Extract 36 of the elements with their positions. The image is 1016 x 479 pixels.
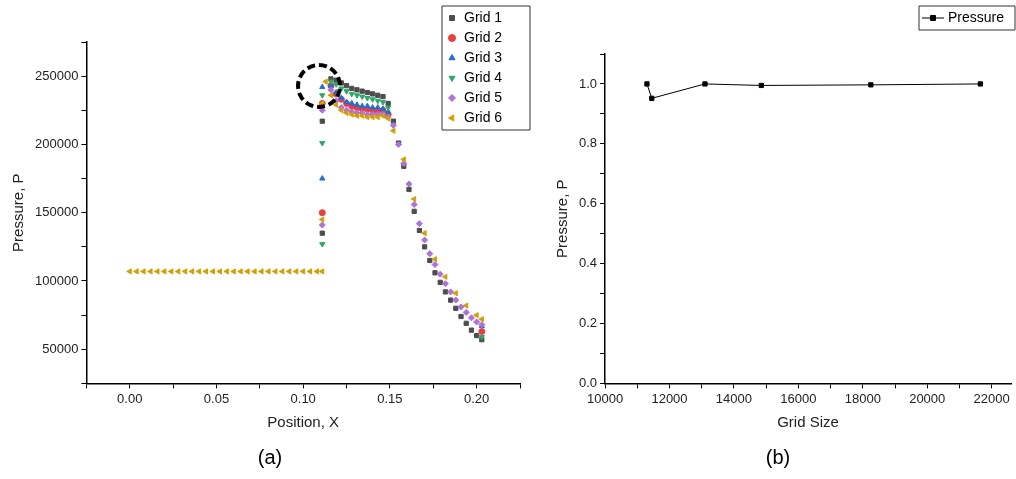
y-axis-title: Pressure, P [9,173,27,252]
y-tick-label: 0.4 [578,255,598,271]
text: (a) [256,446,284,469]
x-tick-label: 14000 [715,390,753,406]
text: (b) [764,446,792,469]
x-tick-label: 12000 [651,390,688,406]
legend-label: Grid 1 [464,8,503,25]
legend-label: Pressure [948,8,1005,25]
x-tick-label: 18000 [844,390,881,406]
y-tick-label: 50000 [42,340,79,356]
legend-label: Grid 5 [464,88,503,105]
legend-label: Grid 3 [464,48,503,65]
legend-label: Grid 4 [464,68,503,85]
y-tick-label: 1.0 [578,75,598,91]
x-tick-label: 10000 [586,390,624,406]
y-tick-label: 250000 [34,67,79,83]
legend-label: Grid 6 [464,108,503,125]
x-tick-label: 16000 [780,390,817,406]
x-tick-label: 0.10 [290,390,316,406]
y-tick-label: 150000 [34,204,79,220]
y-tick-label: 0.2 [578,315,598,331]
x-tick-label: 0.15 [377,390,403,406]
y-tick-label: 100000 [34,272,79,288]
x-tick-label: 0.05 [203,390,230,406]
x-tick-label: 20000 [909,390,946,406]
x-axis-title: Grid Size [777,413,839,431]
y-tick-label: 0.8 [578,135,598,151]
x-tick-label: 0.20 [463,390,490,406]
y-tick-label: 200000 [34,136,79,151]
x-tick-label: 22000 [973,390,1010,406]
x-axis-title: Position, X [267,413,340,431]
y-tick-label: 0.6 [578,195,598,211]
y-tick-label: 0.0 [578,374,598,390]
x-tick-label: 0.00 [117,390,143,406]
legend-label: Grid 2 [464,28,503,45]
y-axis-title: Pressure, P [553,179,571,258]
